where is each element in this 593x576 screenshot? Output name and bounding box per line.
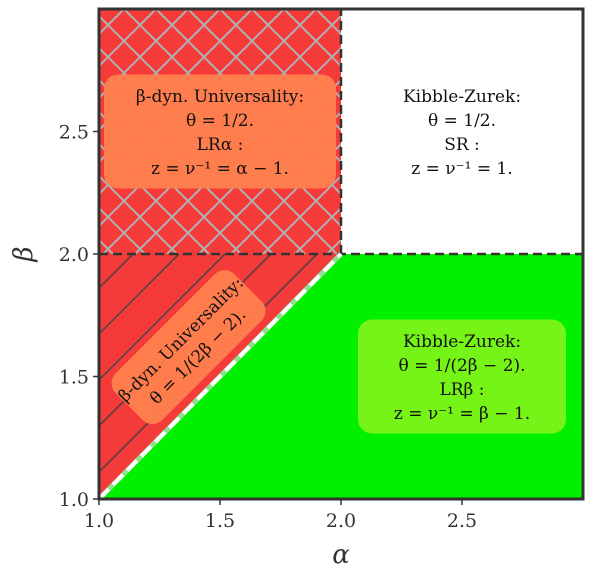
x-tick-label: 2.5: [447, 510, 477, 532]
y-tick-label: 2.0: [59, 244, 89, 266]
annotation-line: z = ν⁻¹ = β − 1.: [394, 404, 530, 424]
region-LR-beta: [99, 254, 583, 499]
annotation-box: [104, 74, 336, 189]
annotation-box: [358, 319, 566, 434]
annotation-line: z = ν⁻¹ = α − 1.: [151, 159, 289, 179]
annotation-line: LRα :: [197, 135, 244, 155]
annotation-line: θ = 1/2.: [428, 111, 496, 131]
x-tick-label: 1.5: [205, 510, 235, 532]
annotation-line: LRβ :: [439, 380, 484, 400]
boundary-diagonal: [99, 252, 343, 499]
y-axis-label: β: [9, 246, 39, 262]
annotation-0: β-dyn. Universality: θ = 1/2. LRα : z = ν⁻¹…: [104, 74, 336, 189]
y-tick-label: 2.5: [59, 122, 89, 144]
annotation-line: SR :: [444, 135, 480, 155]
region-SR: [341, 9, 583, 254]
annotation-line: z = ν⁻¹ = 1.: [411, 159, 512, 179]
annotation-line: Kibble-Zurek:: [403, 332, 521, 352]
annotation-line: Kibble-Zurek:: [403, 87, 521, 107]
annotation-line: θ = 1/2.: [186, 111, 254, 131]
x-axis-label: α: [332, 540, 350, 570]
annotation-line: θ = 1/(2β − 2).: [398, 356, 525, 376]
annotation-box: [111, 270, 266, 425]
annotation-3: Kibble-Zurek: θ = 1/(2β − 2). LRβ : z = ν⁻¹…: [358, 319, 566, 434]
y-tick-label: 1.5: [59, 367, 89, 389]
x-tick-label: 2.0: [326, 510, 356, 532]
x-tick-label: 1.0: [84, 510, 114, 532]
y-tick-label: 1.0: [59, 489, 89, 511]
annotation-1: Kibble-Zurek: θ = 1/2. SR : z = ν⁻¹ = 1.: [403, 87, 521, 179]
annotation-line: β-dyn. Universality:: [136, 87, 304, 107]
